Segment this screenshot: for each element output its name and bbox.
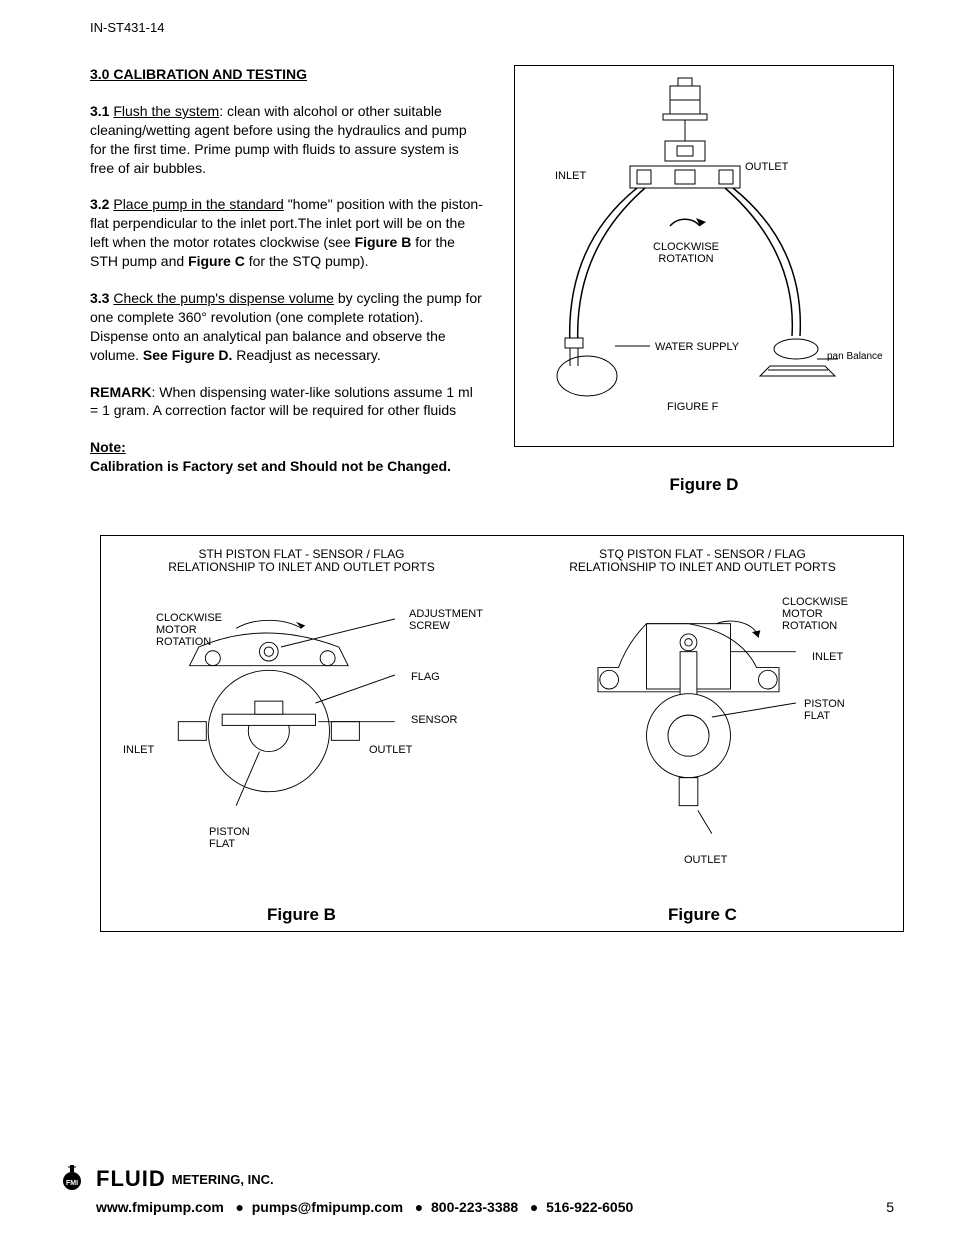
- footer-email: pumps@fmipump.com: [252, 1199, 403, 1215]
- figure-b-ref: Figure B: [355, 234, 412, 250]
- footer-phone-2: 516-922-6050: [546, 1199, 633, 1215]
- body-text-column: 3.0 CALIBRATION AND TESTING 3.1 Flush th…: [90, 65, 484, 494]
- note-label: Note:: [90, 439, 126, 455]
- figure-d-box: INLET OUTLET CLOCKWISE ROTATION WATER SU…: [514, 65, 894, 447]
- flag-label: FLAG: [411, 671, 440, 683]
- outlet-label: OUTLET: [745, 161, 788, 173]
- inlet-label: INLET: [812, 651, 843, 663]
- outlet-label: OUTLET: [369, 744, 412, 756]
- figure-d-caption: Figure D: [514, 475, 894, 495]
- bullet-icon: ●: [236, 1199, 244, 1215]
- section-title: CALIBRATION AND TESTING: [113, 66, 307, 82]
- note-body: Calibration is Factory set and Should no…: [90, 458, 451, 474]
- clockwise-label: CLOCKWISE MOTOR ROTATION: [782, 596, 848, 632]
- footer-phone-1: 800-223-3388: [431, 1199, 518, 1215]
- svg-text:FMI: FMI: [66, 1180, 78, 1187]
- para-num: 3.2: [90, 196, 109, 212]
- piston-flat-label: PISTON FLAT: [209, 826, 250, 850]
- clockwise-label: CLOCKWISE MOTOR ROTATION: [156, 612, 222, 648]
- page-footer: FMI FLUID METERING, INC. www.fmipump.com…: [60, 1163, 894, 1215]
- brand-name: FLUID: [96, 1166, 166, 1192]
- figure-c-title: STQ PISTON FLAT - SENSOR / FLAG RELATION…: [502, 548, 903, 574]
- figure-c-panel: STQ PISTON FLAT - SENSOR / FLAG RELATION…: [502, 536, 903, 931]
- outlet-label: OUTLET: [684, 854, 727, 866]
- paragraph-3-1: 3.1 Flush the system: clean with alcohol…: [90, 102, 484, 178]
- pan-balance-label: pan Balance: [827, 351, 883, 362]
- para-num: 3.3: [90, 290, 109, 306]
- para-body: for the STQ pump).: [245, 253, 369, 269]
- doc-id: IN-ST431-14: [90, 20, 894, 35]
- company-suffix: METERING, INC.: [172, 1172, 274, 1187]
- paragraph-3-3: 3.3 Check the pump's dispense volume by …: [90, 289, 484, 365]
- figure-c-diagram: [502, 591, 903, 871]
- bullet-icon: ●: [415, 1199, 423, 1215]
- bullet-icon: ●: [530, 1199, 538, 1215]
- clockwise-label: CLOCKWISE ROTATION: [653, 241, 719, 265]
- figure-d-ref: See Figure D.: [143, 347, 232, 363]
- figure-f-label: FIGURE F: [667, 401, 718, 413]
- sensor-label: SENSOR: [411, 714, 457, 726]
- company-logo-icon: FMI: [60, 1163, 90, 1195]
- section-heading: 3.0 CALIBRATION AND TESTING: [90, 65, 484, 84]
- para-lead: Place pump in the standard: [113, 196, 283, 212]
- adjustment-label: ADJUSTMENT SCREW: [409, 608, 483, 632]
- para-body: Readjust as necessary.: [232, 347, 380, 363]
- note-paragraph: Note: Calibration is Factory set and Sho…: [90, 438, 484, 476]
- section-number: 3.0: [90, 66, 109, 82]
- figure-b-caption: Figure B: [101, 905, 502, 925]
- paragraph-3-2: 3.2 Place pump in the standard "home" po…: [90, 195, 484, 271]
- figure-b-title: STH PISTON FLAT - SENSOR / FLAG RELATION…: [101, 548, 502, 574]
- para-lead: Flush the system: [113, 103, 219, 119]
- remark-paragraph: REMARK: When dispensing water-like solut…: [90, 383, 484, 421]
- para-lead: Check the pump's dispense volume: [113, 290, 334, 306]
- inlet-label: INLET: [555, 170, 586, 182]
- piston-flat-label: PISTON FLAT: [804, 698, 845, 722]
- figure-c-caption: Figure C: [502, 905, 903, 925]
- inlet-label: INLET: [123, 744, 154, 756]
- para-num: 3.1: [90, 103, 109, 119]
- footer-website: www.fmipump.com: [96, 1199, 224, 1215]
- figure-b-panel: STH PISTON FLAT - SENSOR / FLAG RELATION…: [101, 536, 502, 931]
- page-number: 5: [886, 1199, 894, 1215]
- figure-bc-box: STH PISTON FLAT - SENSOR / FLAG RELATION…: [100, 535, 904, 932]
- water-supply-label: WATER SUPPLY: [655, 341, 739, 353]
- remark-label: REMARK: [90, 384, 151, 400]
- figure-c-ref: Figure C: [188, 253, 245, 269]
